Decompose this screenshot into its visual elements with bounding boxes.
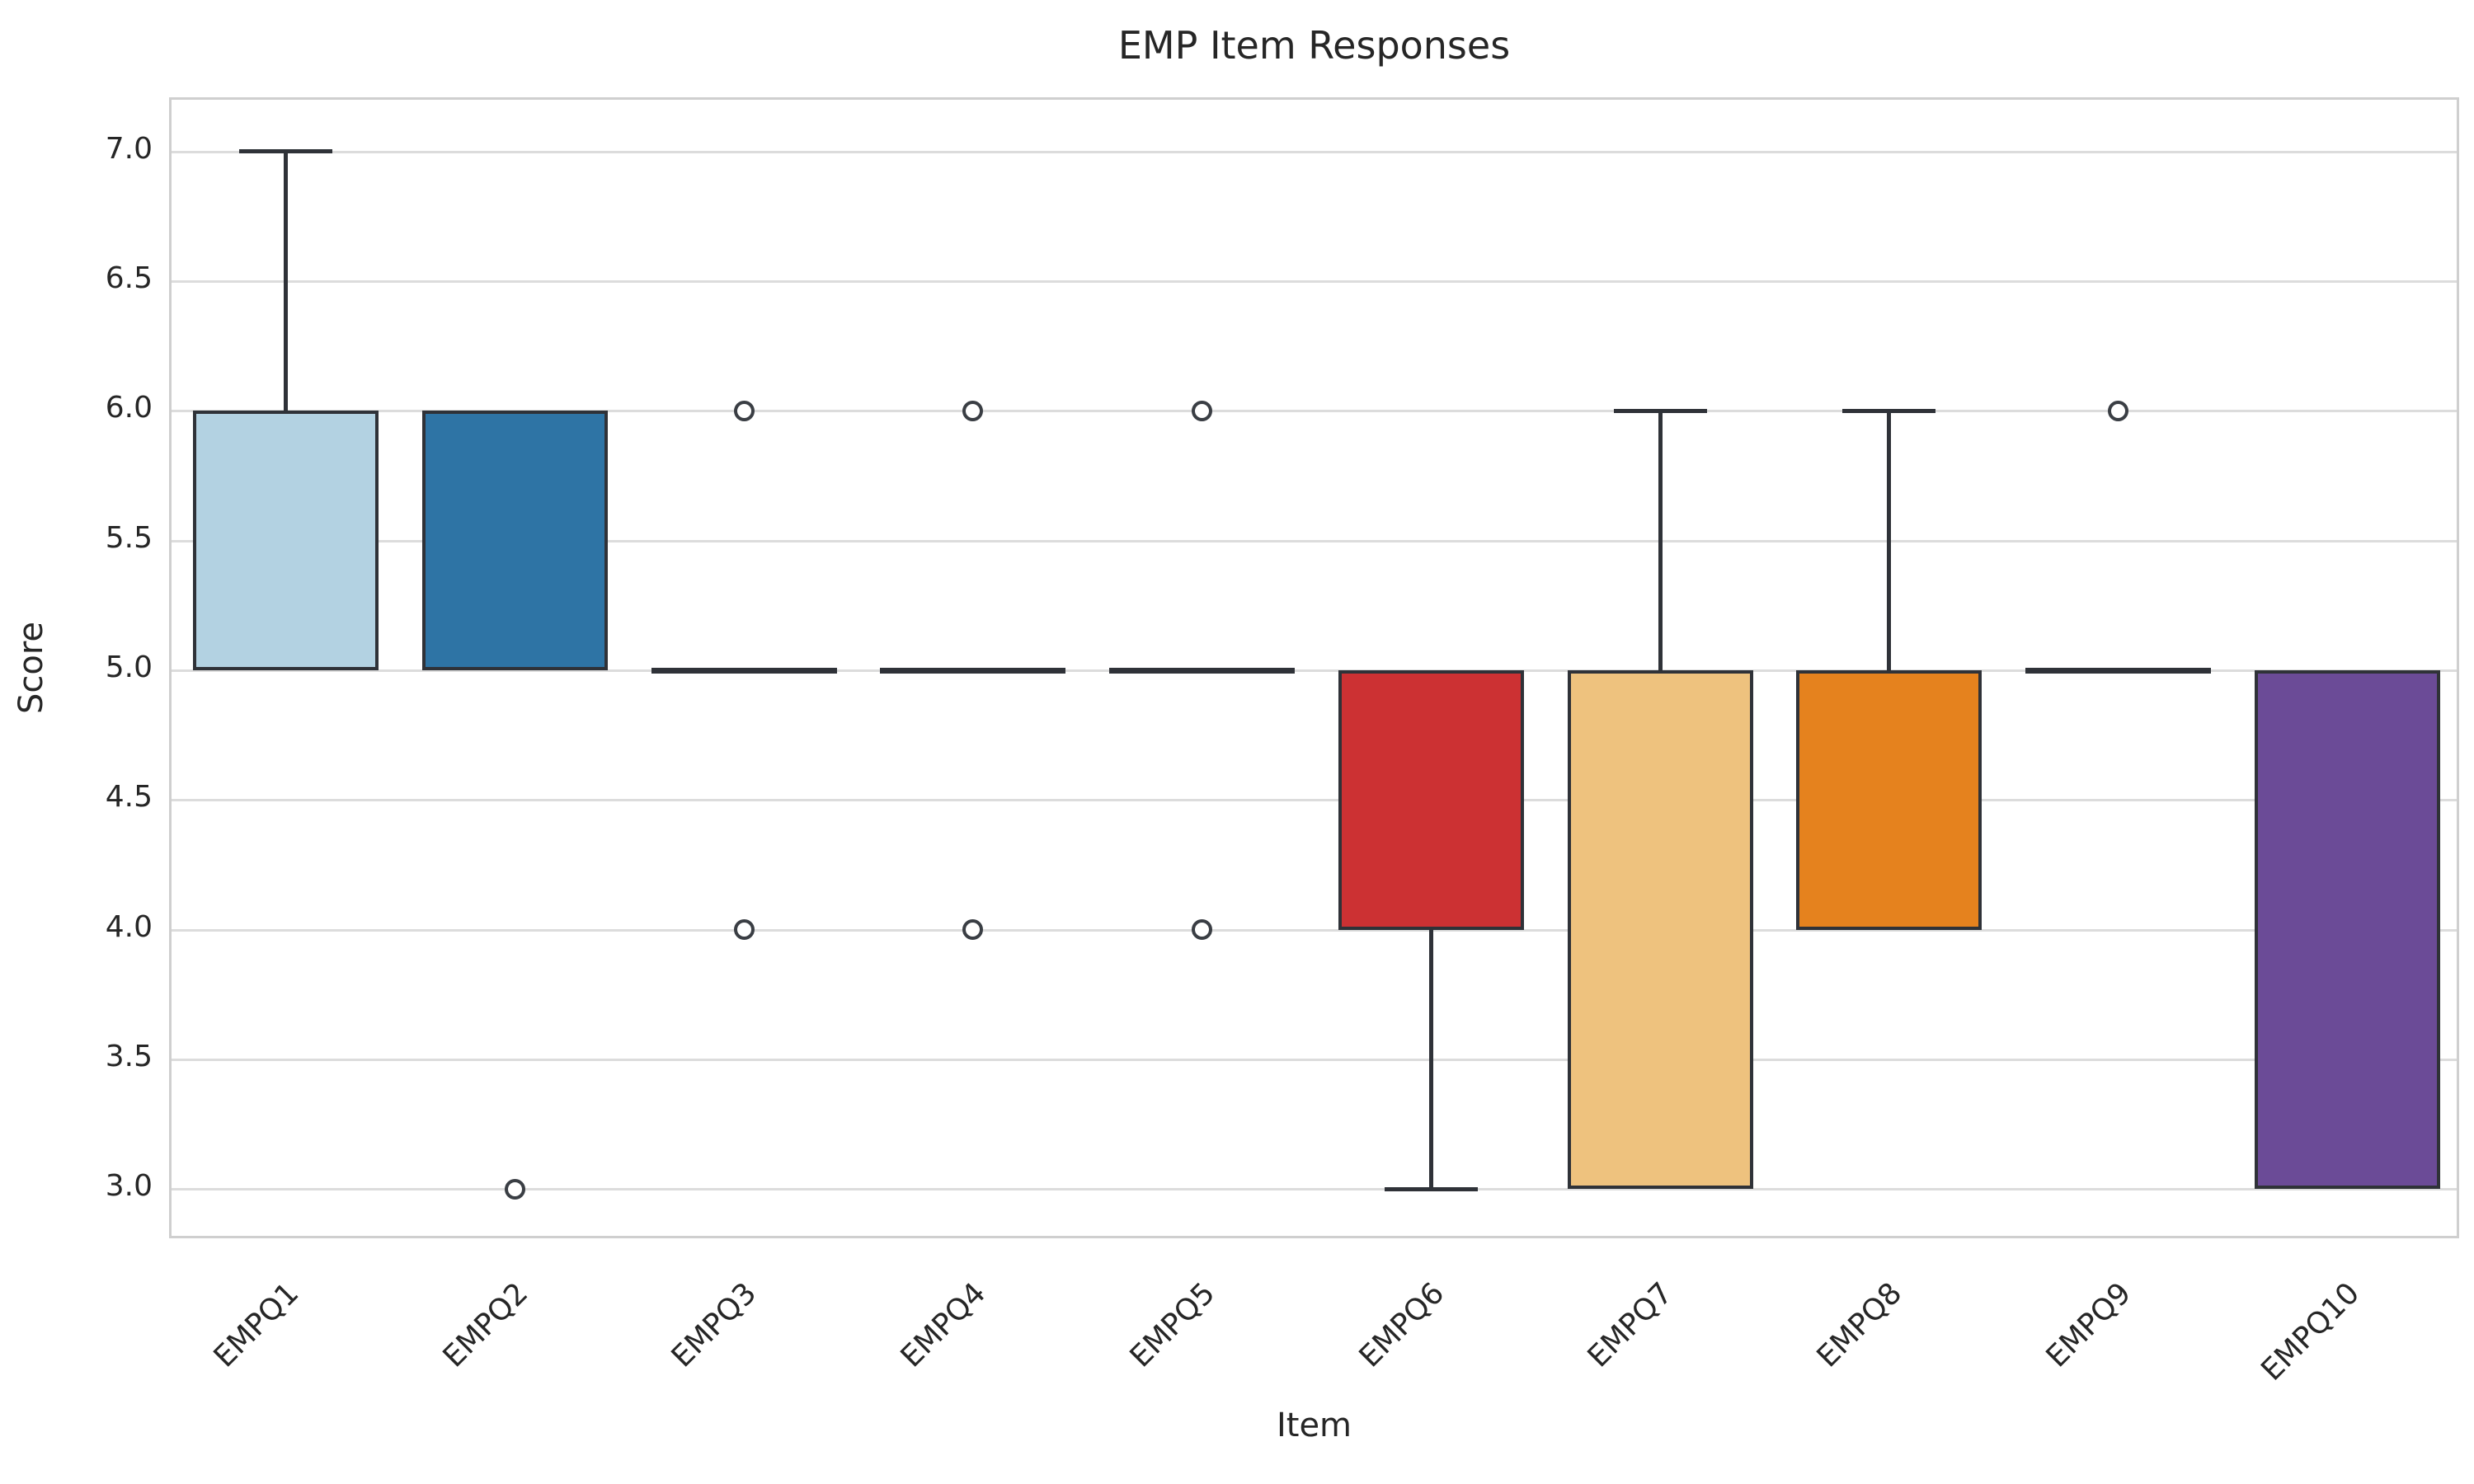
gridline [172,928,2457,932]
whisker-cap [239,149,333,154]
x-tick-label: EMPQ9 [2039,1276,2138,1374]
whisker [1887,411,1892,670]
gridline [172,150,2457,153]
y-tick-label: 4.0 [105,909,153,944]
x-axis-label: Item [1276,1407,1352,1444]
x-tick-label: EMPQ6 [1352,1276,1451,1374]
median-line [2025,667,2211,674]
chart-title: EMP Item Responses [1117,23,1511,68]
whisker [1428,929,1433,1190]
x-tick-label: EMPQ3 [666,1276,764,1374]
outlier-point [962,919,984,941]
whisker-cap [1384,1186,1478,1191]
plot-area [169,97,2459,1238]
median-line [880,667,1066,674]
whisker [284,151,289,411]
y-tick-label: 5.5 [105,520,153,555]
x-tick-label: EMPQ2 [436,1276,535,1374]
x-tick-label: EMPQ4 [894,1276,993,1374]
median-line [651,667,837,674]
x-tick-label: EMPQ1 [207,1276,306,1374]
outlier-point [733,919,755,941]
y-tick-label: 6.5 [105,261,153,296]
x-tick-label: EMPQ5 [1123,1276,1222,1374]
gridline [172,280,2457,284]
gridline [172,1058,2457,1061]
whisker-cap [1842,408,1936,413]
median-line [1109,667,1296,674]
gridline [172,799,2457,802]
outlier-point [1192,400,1213,421]
box-EMPQ8 [1796,670,1982,930]
box-EMPQ10 [2254,670,2440,1190]
gridline [172,1188,2457,1191]
y-tick-label: 6.0 [105,391,153,425]
outlier-point [733,400,755,421]
gridline [172,539,2457,542]
box-EMPQ1 [193,411,379,670]
outlier-point [505,1178,526,1200]
y-tick-label: 5.0 [105,650,153,684]
gridline [172,669,2457,672]
y-tick-label: 7.0 [105,131,153,166]
box-EMPQ2 [422,411,609,670]
outlier-point [2107,400,2128,421]
x-tick-label: EMPQ7 [1581,1276,1680,1374]
box-EMPQ7 [1567,670,1753,1190]
x-tick-label: EMPQ10 [2255,1276,2367,1388]
y-tick-label: 4.5 [105,780,153,815]
y-tick-label: 3.5 [105,1039,153,1073]
whisker-cap [1613,408,1707,413]
box-EMPQ6 [1338,670,1524,930]
gridline [172,410,2457,413]
y-axis-label: Score [12,621,50,715]
y-tick-label: 3.0 [105,1169,153,1204]
x-tick-label: EMPQ8 [1810,1276,1909,1374]
outlier-point [1192,919,1213,941]
whisker [1658,411,1663,670]
outlier-point [962,400,984,421]
